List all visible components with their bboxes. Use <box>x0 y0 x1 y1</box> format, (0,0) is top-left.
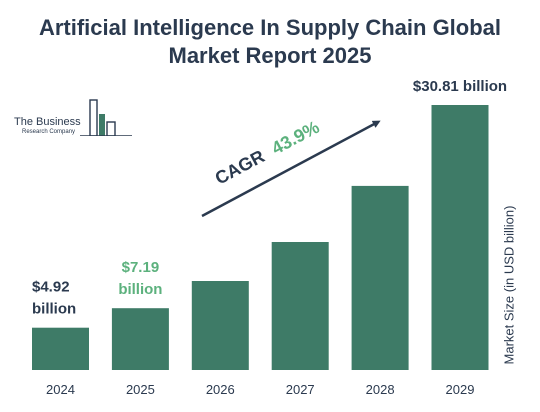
bar-2025 <box>111 308 169 370</box>
chart-title-line2: Market Report 2025 <box>168 43 372 68</box>
bar-2029 <box>431 105 489 370</box>
logo-buildings-icon <box>80 99 132 136</box>
data-label: billion <box>32 301 76 318</box>
cagr-annotation: CAGR 43.9% <box>212 117 323 189</box>
company-logo: The Business Research Company <box>14 96 144 140</box>
data-label: $7.19 <box>122 259 160 276</box>
x-tick-label: 2025 <box>126 382 155 397</box>
cagr-value: 43.9% <box>268 117 322 159</box>
logo-name: The Business <box>14 116 81 128</box>
x-tick-label: 2029 <box>446 382 475 397</box>
bar-2027 <box>271 242 329 370</box>
x-tick-label: 2024 <box>46 382 75 397</box>
data-label: billion <box>118 281 162 298</box>
cagr-label: CAGR <box>212 146 268 189</box>
x-tick-label: 2027 <box>286 382 315 397</box>
logo-subname: Research Company <box>22 129 76 135</box>
chart-title-line1: Artificial Intelligence In Supply Chain … <box>38 15 502 40</box>
bar-2026 <box>191 281 249 370</box>
bar-2024 <box>32 327 89 370</box>
x-tick-label: 2028 <box>366 382 395 397</box>
cagr-arrow <box>201 120 381 218</box>
data-labels: $4.92 billion $7.19 billion $30.81 billion <box>32 78 507 318</box>
x-tick-label: 2026 <box>206 382 235 397</box>
bars-group <box>32 105 489 370</box>
data-label: $4.92 <box>32 279 70 296</box>
data-label: $30.81 billion <box>413 78 507 95</box>
chart-title: Artificial Intelligence In Supply Chain … <box>0 14 540 70</box>
x-tick-labels: 2024 2025 2026 2027 2028 2029 <box>46 382 474 397</box>
svg-text:CAGR 43.9%: CAGR 43.9% <box>212 117 323 189</box>
bar-2028 <box>351 185 409 370</box>
y-axis-label: Market Size (in USD billion) <box>501 205 517 365</box>
